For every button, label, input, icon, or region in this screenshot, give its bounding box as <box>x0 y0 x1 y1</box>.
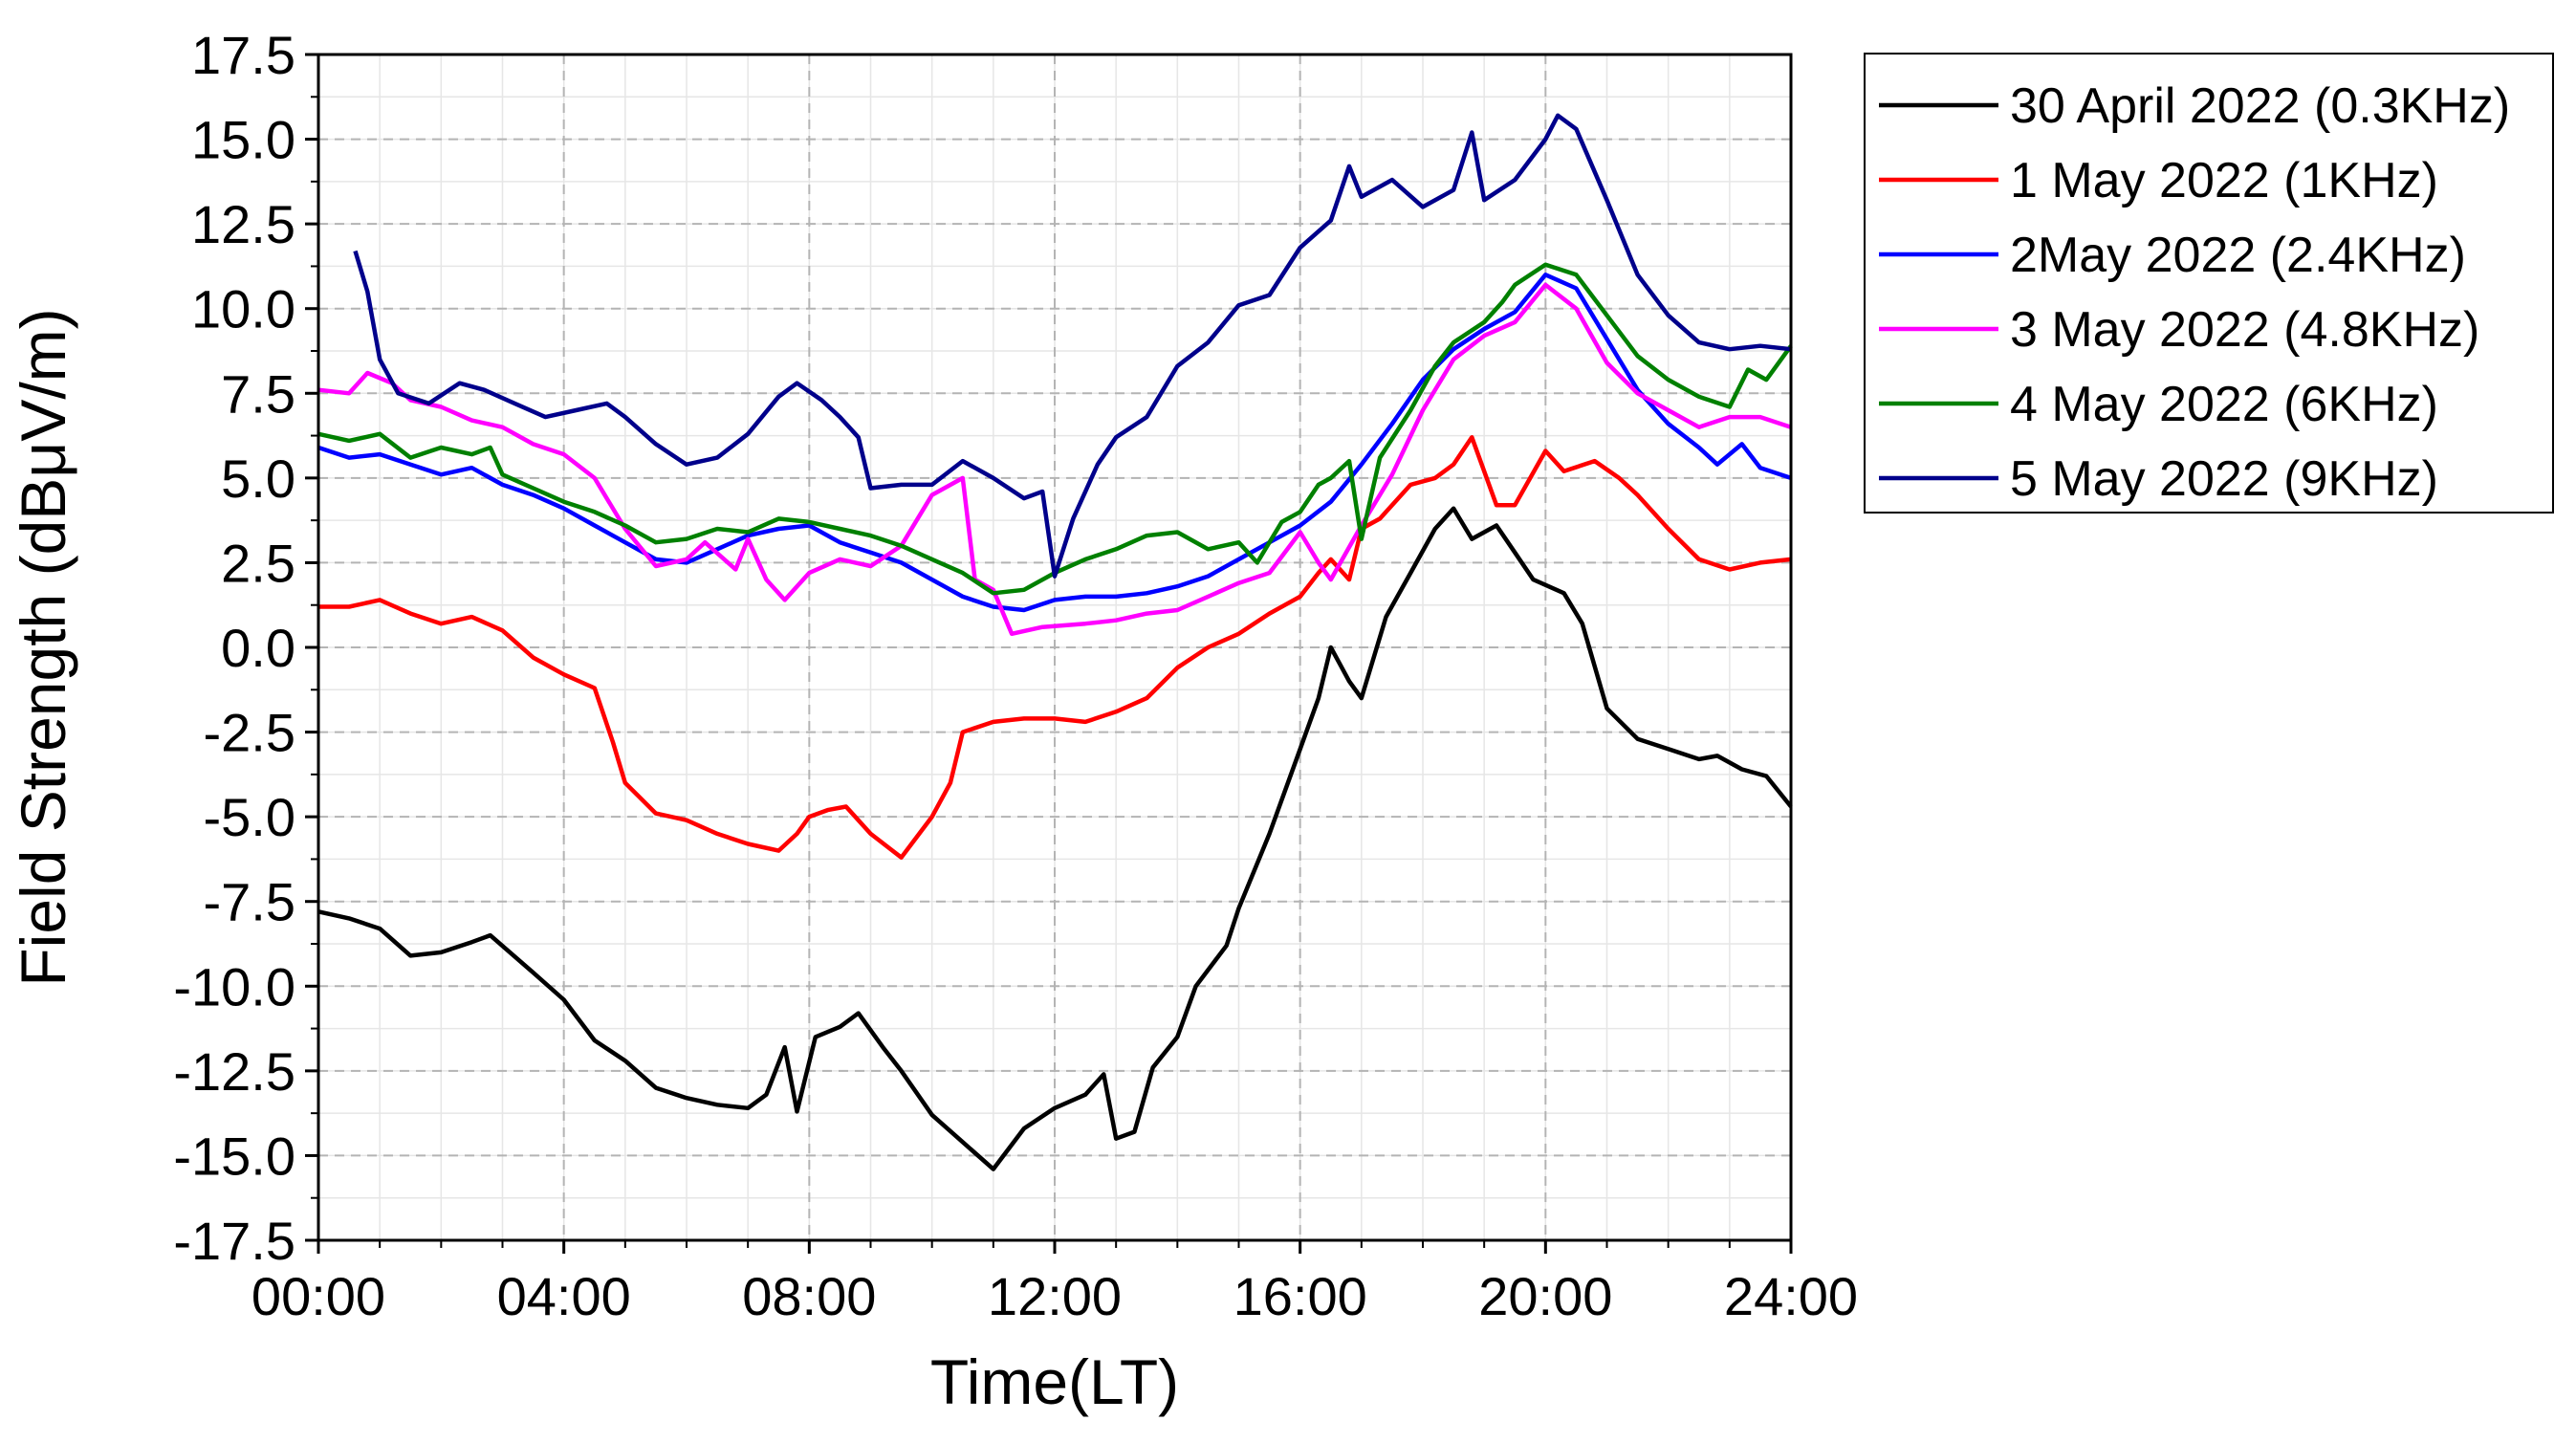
grid-lines <box>317 54 1792 1241</box>
y-tick-label: 2.5 <box>221 533 295 593</box>
y-tick-label: 0.0 <box>221 618 295 678</box>
y-axis-title: Field Strength (dBμV/m) <box>8 308 78 986</box>
x-tick-label: 24:00 <box>1724 1266 1858 1326</box>
legend-label-5: 4 May 2022 (6KHz) <box>2010 377 2438 432</box>
x-tick-label: 12:00 <box>988 1266 1122 1326</box>
x-tick-label: 00:00 <box>251 1266 385 1326</box>
y-tick-label: -12.5 <box>173 1041 295 1102</box>
legend-items: 30 April 2022 (0.3KHz) 1 May 2022 (1KHz) 2… <box>1879 78 2510 507</box>
x-tick-label: 08:00 <box>742 1266 876 1326</box>
legend-label-6: 5 May 2022 (9KHz) <box>2010 451 2438 507</box>
series-line-4 <box>317 282 1792 637</box>
y-tick-label: -15.0 <box>173 1126 295 1186</box>
legend-box <box>1864 53 2554 514</box>
x-axis-title: Time(LT) <box>930 1346 1179 1417</box>
x-tick-label: 04:00 <box>497 1266 631 1326</box>
y-tick-label: -10.0 <box>173 956 295 1017</box>
y-tick-label: -2.5 <box>204 703 296 763</box>
legend: 30 April 2022 (0.3KHz) 1 May 2022 (1KHz) 2… <box>1864 53 2554 514</box>
y-tick-label: 7.5 <box>221 363 295 424</box>
series-line-1 <box>317 506 1793 1171</box>
legend-label-4: 3 May 2022 (4.8KHz) <box>2010 302 2479 358</box>
y-tick-label: 10.0 <box>191 279 295 339</box>
legend-label-3: 2May 2022 (2.4KHz) <box>2010 228 2466 283</box>
legend-label-1: 30 April 2022 (0.3KHz) <box>2010 78 2510 134</box>
axis-ticks <box>305 53 1793 1254</box>
series-line-2 <box>318 435 1792 860</box>
y-tick-label: 12.5 <box>191 194 295 254</box>
y-tick-label: -17.5 <box>173 1211 295 1271</box>
x-tick-label: 20:00 <box>1478 1266 1612 1326</box>
series-line-6 <box>353 113 1792 579</box>
y-tick-label: 5.0 <box>221 448 295 509</box>
legend-label-2: 1 May 2022 (1KHz) <box>2010 153 2438 208</box>
y-tick-label: 15.0 <box>191 110 295 170</box>
series-line-5 <box>317 262 1793 596</box>
y-tick-label: -7.5 <box>204 872 296 932</box>
y-tick-label: -5.0 <box>204 787 296 847</box>
y-tick-label: 17.5 <box>191 25 295 85</box>
x-tick-label: 16:00 <box>1233 1266 1367 1326</box>
series-line-3 <box>317 273 1792 613</box>
axis-tick-labels: -17.5 -15.0 -12.5 -10.0 -7.5 -5.0 -2.5 0.0 2.5 5.… <box>173 25 1858 1326</box>
data-series <box>317 113 1793 1171</box>
